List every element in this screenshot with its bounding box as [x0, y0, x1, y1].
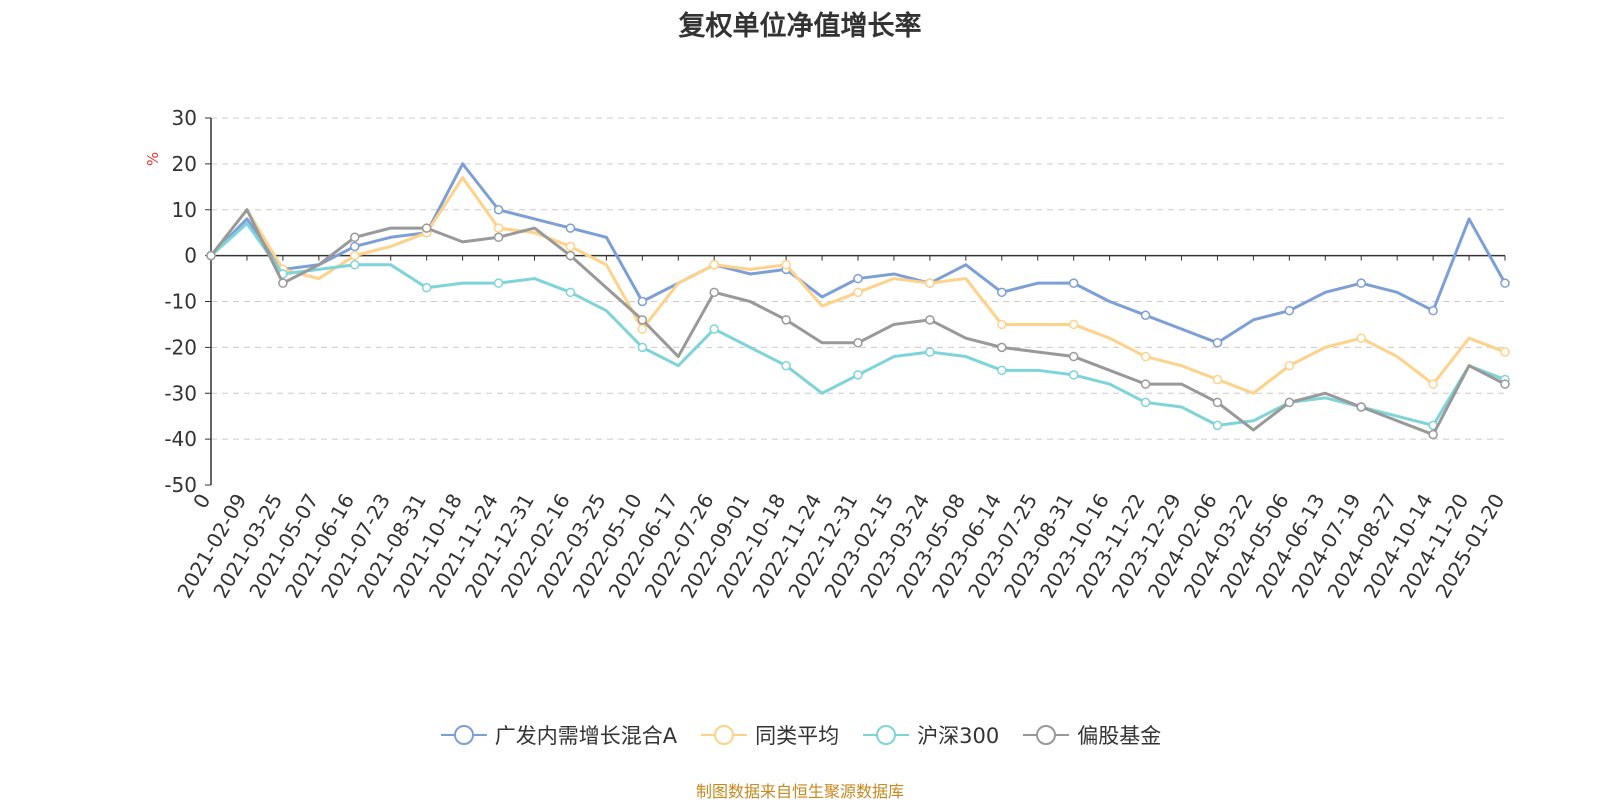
series-3-point — [565, 287, 576, 298]
legend-marker-icon — [1023, 725, 1070, 745]
legend-label: 广发内需增长混合A — [494, 724, 678, 748]
legend-item-4[interactable]: 偏股基金 — [1021, 720, 1161, 750]
series-4-point — [1428, 429, 1438, 440]
chart-title: 复权单位净值增长率 — [678, 11, 922, 42]
series-1-point — [1284, 305, 1295, 316]
legend-label: 偏股基金 — [1077, 724, 1162, 748]
series-4-point — [350, 232, 360, 243]
series-2-point — [565, 241, 576, 252]
series-4-point — [421, 223, 432, 233]
series-2-point — [1140, 351, 1151, 362]
series-1-point — [1428, 305, 1438, 316]
y-tick-label: 30 — [172, 106, 197, 130]
legend-marker-icon — [701, 725, 748, 745]
series-2-point — [1212, 374, 1223, 385]
series-2-point — [925, 278, 935, 288]
x-tick-label: 0 — [188, 490, 215, 513]
series-2-point — [1428, 379, 1438, 389]
series-1-point — [350, 241, 360, 252]
y-tick-label: -30 — [164, 381, 197, 405]
series-2-point — [853, 287, 863, 298]
series-4-point — [565, 250, 576, 261]
series-1-point — [565, 223, 576, 233]
series-4-point — [1356, 402, 1366, 412]
legend: 广发内需增长混合A 同类平均 沪深300 偏股基金 — [0, 720, 1600, 750]
series-4-point — [1500, 379, 1510, 389]
series-4-point — [278, 278, 288, 288]
legend-label: 沪深300 — [917, 724, 1000, 748]
series-1-point — [1212, 338, 1223, 348]
series-3-point — [853, 370, 863, 380]
series-3-point — [997, 365, 1007, 376]
series-3-point — [493, 278, 504, 288]
y-tick-label: 20 — [172, 152, 197, 176]
series-3-point — [637, 342, 648, 353]
series-3-point — [350, 260, 360, 270]
series-1-point — [997, 287, 1007, 298]
series-3-point — [925, 347, 935, 357]
series-1-point — [1500, 278, 1510, 288]
series-3-point — [781, 360, 791, 371]
series-2-point — [1356, 333, 1366, 343]
y-tick-label: 10 — [172, 198, 197, 222]
series-1-point — [637, 296, 648, 307]
series-1-point — [1068, 278, 1079, 288]
legend-item-3[interactable]: 沪深300 — [861, 720, 999, 750]
legend-marker-icon — [863, 725, 910, 745]
series-1-point — [493, 205, 504, 215]
legend-item-1[interactable]: 广发内需增长混合A — [439, 720, 677, 750]
series-3-point — [1068, 370, 1079, 380]
y-tick-label: -50 — [164, 473, 197, 497]
series-3-point — [421, 282, 432, 293]
series-3-point — [1140, 397, 1151, 408]
series-2-point — [637, 324, 648, 334]
y-tick-label: -20 — [164, 335, 197, 359]
series-4-point — [1068, 351, 1079, 362]
series-1-point — [1356, 278, 1366, 288]
legend-marker-icon — [440, 725, 487, 745]
series-line-1 — [209, 162, 1507, 345]
series-4-point — [493, 232, 504, 243]
series-2-point — [1068, 319, 1079, 330]
series-2-point — [709, 260, 719, 270]
y-tick-label: -40 — [164, 427, 197, 451]
series-3-point — [709, 324, 719, 334]
y-tick-label: 0 — [184, 244, 197, 268]
legend-item-2[interactable]: 同类平均 — [699, 720, 839, 750]
series-4-point — [1140, 379, 1151, 389]
legend-label: 同类平均 — [755, 724, 840, 748]
series-4-point — [997, 342, 1007, 353]
series-4-point — [709, 287, 719, 298]
series-2-point — [781, 260, 791, 270]
series-3-point — [1212, 420, 1223, 431]
series-2-point — [350, 250, 360, 261]
series-4-point — [1212, 397, 1223, 408]
series-2-point — [493, 223, 504, 233]
series-1-point — [853, 273, 863, 284]
series-4-point — [637, 315, 648, 325]
series-4-point — [781, 315, 791, 325]
y-tick-label: -10 — [164, 290, 197, 314]
series-line-3 — [210, 222, 1506, 427]
series-2-point — [1500, 347, 1510, 357]
series-2-point — [997, 319, 1007, 330]
series-4-point — [206, 250, 216, 261]
series-line-2 — [209, 176, 1506, 395]
series-4-point — [853, 338, 863, 348]
series-4-point — [925, 315, 935, 325]
series-4-point — [1284, 397, 1295, 408]
series-2-point — [1284, 360, 1295, 371]
series-1-point — [1140, 310, 1151, 321]
source-note: 制图数据来自恒生聚源数据库 — [695, 782, 904, 801]
